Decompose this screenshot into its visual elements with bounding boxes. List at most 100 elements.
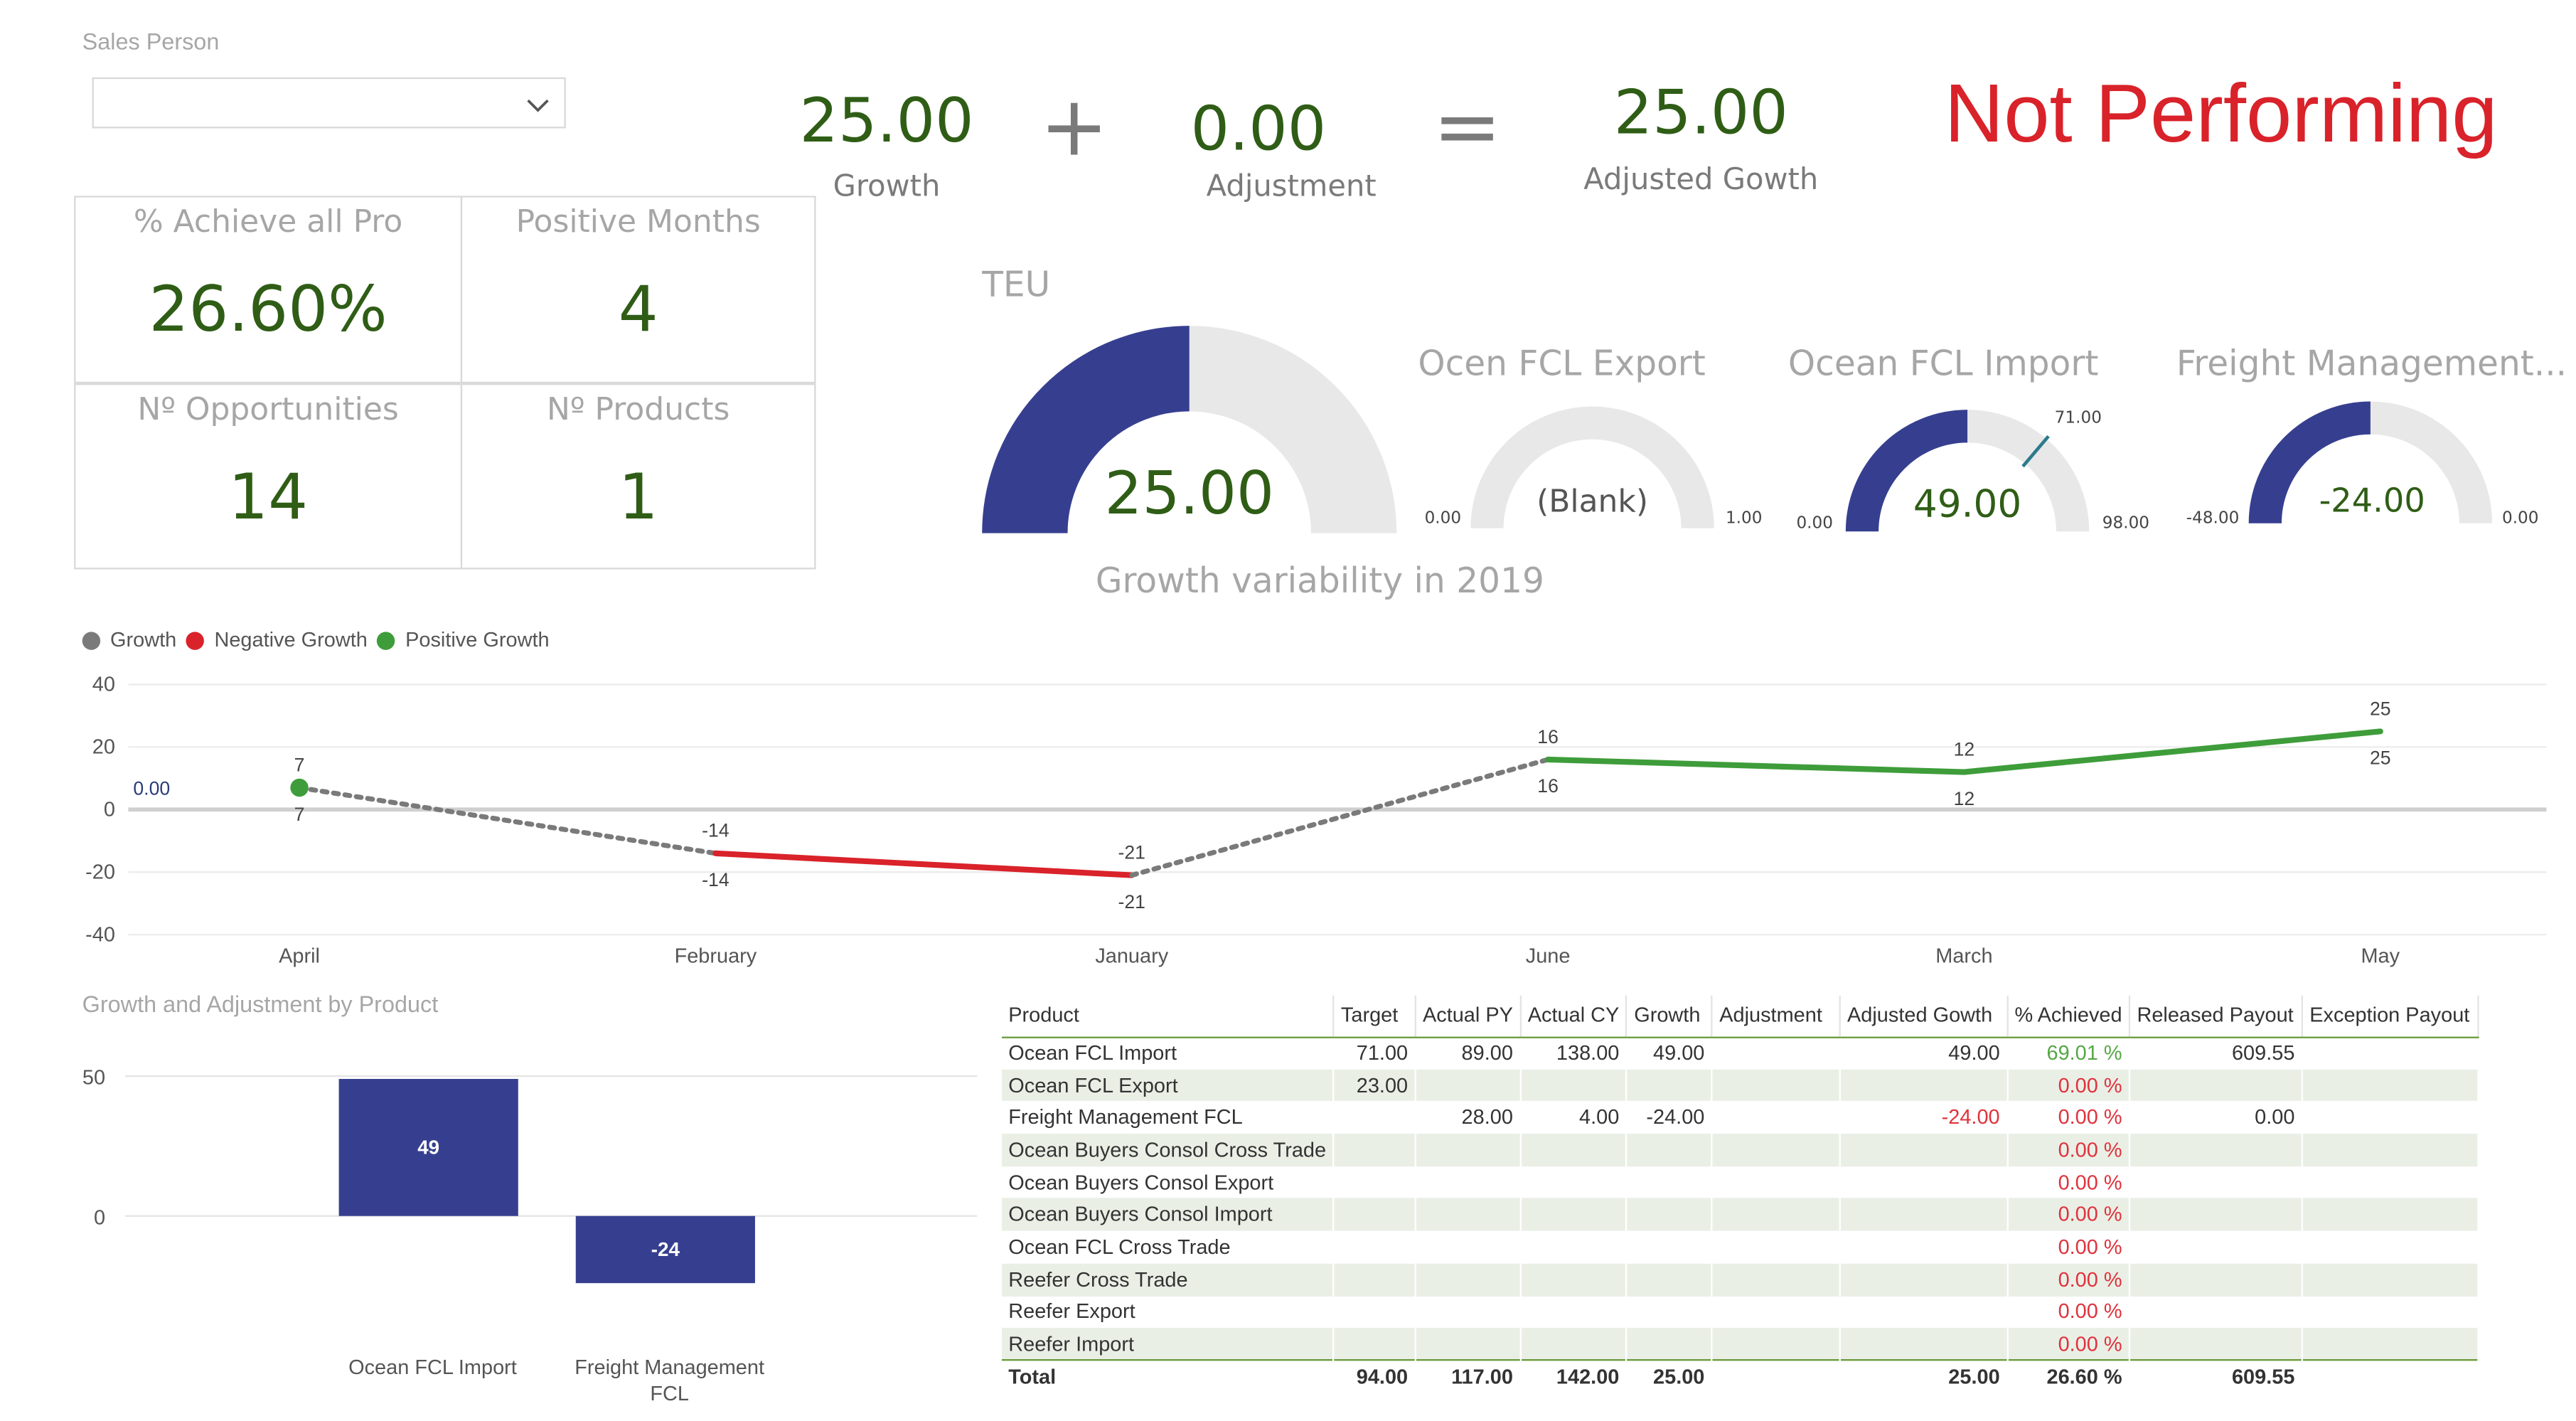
table-cell: [1711, 1101, 1841, 1134]
x-tick-label: February: [675, 944, 757, 967]
column-header[interactable]: Target: [1333, 995, 1416, 1038]
data-label: 25: [2370, 747, 2391, 769]
table-row: Ocean FCL Import 71.00 89.00 138.00 49.00 49.…: [1001, 1036, 2479, 1070]
table-cell: [2302, 1230, 2479, 1264]
table-row: Ocean Buyers Consol Import 0.00 %: [1001, 1198, 2479, 1231]
table-cell: Ocean FCL Export: [1001, 1069, 1335, 1102]
table-cell: [1626, 1263, 1713, 1296]
table-cell: Ocean Buyers Consol Import: [1001, 1198, 1335, 1231]
data-label: -21: [1118, 841, 1145, 863]
table-cell: [2302, 1069, 2479, 1102]
table-cell: [1711, 1134, 1841, 1166]
gauge-min: -48.00: [2186, 510, 2240, 528]
table-cell: [1415, 1198, 1522, 1231]
table-cell: [1711, 1295, 1841, 1329]
table-cell: [1333, 1134, 1416, 1166]
table-cell: 71.00: [1333, 1036, 1416, 1070]
legend-label: Growth: [110, 628, 177, 652]
table-cell: [1333, 1101, 1416, 1134]
table-cell: 94.00: [1333, 1359, 1416, 1393]
legend-label: Negative Growth: [214, 628, 368, 652]
table-cell: 4.00: [1520, 1101, 1628, 1134]
table-cell: [1520, 1263, 1628, 1296]
gauge-value-teu: 25.00: [1104, 460, 1274, 528]
table-cell: Reefer Cross Trade: [1001, 1263, 1335, 1296]
column-header[interactable]: Actual CY: [1520, 995, 1628, 1038]
performance-status: Not Performing: [1944, 67, 2498, 160]
gauge-fill: [1845, 410, 1968, 532]
table-cell: [1711, 1198, 1841, 1231]
table-cell: [1415, 1263, 1522, 1296]
gauge-max: 98.00: [2102, 515, 2150, 533]
gauge-title-teu: TEU: [982, 265, 1051, 305]
table-cell: [1839, 1134, 2009, 1166]
x-tick-label: April: [279, 944, 320, 967]
table-cell: [1520, 1198, 1628, 1231]
table-cell: [1520, 1069, 1628, 1102]
table-cell: Ocean FCL Import: [1001, 1036, 1335, 1070]
column-header[interactable]: Released Payout: [2129, 995, 2304, 1038]
growth-label: Growth: [833, 169, 941, 204]
data-label: 16: [1537, 726, 1559, 747]
growth-adjustment-bar-chart: 50 0 49 -24 Ocean FCL Import Freight Manageme…: [82, 1067, 978, 1405]
legend-dot-growth: [82, 631, 101, 649]
table-cell: [2302, 1166, 2479, 1199]
kpi-title: % Achieve all Pro: [133, 203, 403, 240]
slicer-label: Sales Person: [82, 28, 220, 55]
data-label: 25: [2370, 698, 2391, 719]
column-header[interactable]: Actual PY: [1415, 995, 1522, 1038]
table-cell: 117.00: [1415, 1359, 1522, 1393]
bar-chart-title: Growth and Adjustment by Product: [82, 990, 439, 1017]
table-cell: [2129, 1295, 2304, 1329]
table-cell: [1711, 1263, 1841, 1296]
table-cell: [1520, 1295, 1628, 1329]
gauge-title-ocean-fcl-import: Ocean FCL Import: [1787, 344, 2099, 384]
table-cell: [1711, 1230, 1841, 1264]
column-header[interactable]: Product: [1001, 995, 1335, 1038]
column-header[interactable]: Adjustment: [1711, 995, 1841, 1038]
table-cell: [2129, 1230, 2304, 1264]
gauge-subtitle: Growth variability in 2019: [1095, 560, 1544, 601]
table-cell: [2302, 1328, 2479, 1361]
adjusted-growth-value: 25.00: [1613, 77, 1788, 149]
table-header-row: Product Target Actual PY Actual CY Growth Adj…: [1001, 995, 2479, 1038]
growth-line-chart: 40 20 0 -20 -40 0.00 7 7 April -14 -14 February -21 -…: [85, 674, 2547, 967]
table-cell: [2129, 1328, 2304, 1361]
table-cell: -24.00: [1839, 1101, 2009, 1134]
kpi-value: 14: [228, 460, 309, 533]
reference-line-label: 0.00: [133, 777, 170, 799]
data-label: 7: [294, 804, 305, 825]
data-label: -21: [1118, 891, 1145, 912]
table-cell: [1839, 1166, 2009, 1199]
data-point: [290, 778, 309, 797]
table-row: Ocean Buyers Consol Export 0.00 %: [1001, 1166, 2479, 1199]
legend-dot-positive: [377, 631, 396, 649]
table-cell: [2302, 1295, 2479, 1329]
column-header[interactable]: Adjusted Gowth: [1839, 995, 2009, 1038]
gauge-fill: [2248, 401, 2371, 524]
table-cell: Ocean Buyers Consol Export: [1001, 1166, 1335, 1199]
table-cell: [1711, 1036, 1841, 1070]
sales-person-dropdown[interactable]: [92, 77, 566, 129]
kpi-value: 1: [618, 460, 658, 533]
gauge-target-marker: [2021, 435, 2050, 468]
column-header[interactable]: Growth: [1626, 995, 1713, 1038]
table-cell: [2129, 1198, 2304, 1231]
gauge-value-ocean-fcl-import: 49.00: [1913, 484, 2022, 527]
table-cell: 0.00 %: [2007, 1263, 2131, 1296]
y-tick-label: 0: [94, 1206, 105, 1229]
table-cell: [1520, 1134, 1628, 1166]
gauge-ocean-fcl-import: [1845, 410, 2090, 532]
kpi-title: Positive Months: [515, 203, 761, 240]
table-cell: 28.00: [1415, 1101, 1522, 1134]
table-cell: 25.00: [1839, 1359, 2009, 1393]
bar: [575, 1215, 755, 1284]
column-header[interactable]: Exception Payout: [2302, 995, 2479, 1038]
kpi-achieve-all-pro: % Achieve all Pro 26.60%: [74, 196, 463, 384]
table-cell: 89.00: [1415, 1036, 1522, 1070]
column-header[interactable]: % Achieved: [2007, 995, 2131, 1038]
table-cell: [1626, 1230, 1713, 1264]
series-segment: [712, 850, 1135, 878]
table-cell: Total: [1001, 1359, 1335, 1393]
gauge-max: 1.00: [1725, 510, 1763, 528]
